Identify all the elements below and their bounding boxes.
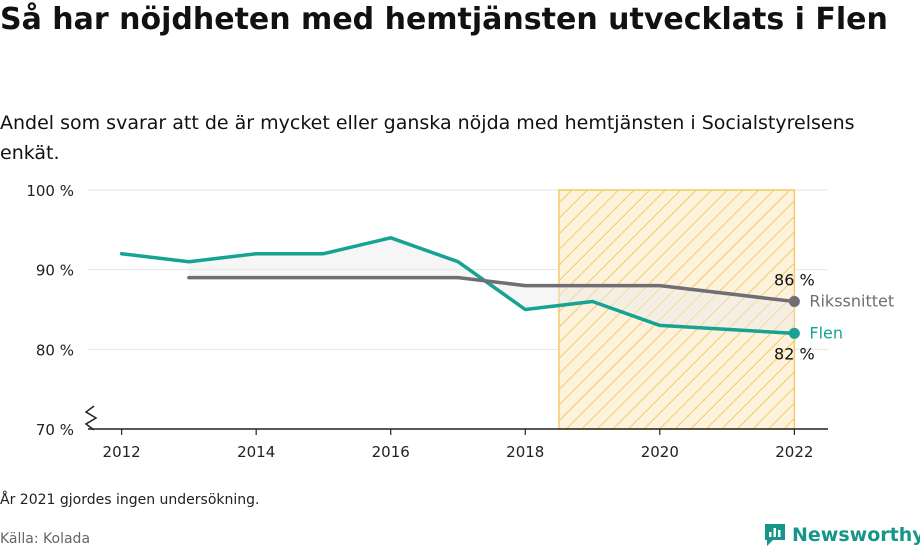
axes: 70 % 80 % 90 % 100 % 2012 2014 2016 2018 2020 202… bbox=[26, 182, 828, 461]
source-text: Källa: Kolada bbox=[0, 531, 91, 547]
footnote: År 2021 gjordes ingen undersökning. bbox=[0, 492, 260, 508]
end-marker-flen bbox=[788, 327, 800, 339]
x-tick-label: 2016 bbox=[372, 443, 410, 461]
newsworthy-logo-icon bbox=[765, 524, 785, 546]
series-label-rikssnittet: Rikssnittet bbox=[809, 292, 894, 311]
y-tick-label: 70 % bbox=[36, 421, 74, 439]
series-line-flen bbox=[119, 236, 797, 336]
x-tick-label: 2020 bbox=[641, 443, 679, 461]
newsworthy-logo[interactable]: Newsworthy bbox=[764, 520, 920, 550]
x-tick-label: 2014 bbox=[237, 443, 275, 461]
value-label-flen: 82 % bbox=[774, 344, 815, 363]
series-lines bbox=[119, 236, 800, 339]
x-tick-label: 2012 bbox=[103, 443, 141, 461]
highlight-rect bbox=[558, 189, 796, 430]
y-tick-label: 100 % bbox=[26, 182, 74, 200]
highlight-region bbox=[558, 189, 796, 430]
y-tick-label: 90 % bbox=[36, 262, 74, 280]
line-chart: 70 % 80 % 90 % 100 % 2012 2014 2016 2018 2020 202… bbox=[26, 182, 894, 461]
series-label-flen: Flen bbox=[809, 323, 843, 342]
x-tick-label: 2022 bbox=[775, 443, 813, 461]
series-line-rikssnittet bbox=[187, 275, 797, 304]
axis-break-icon bbox=[84, 405, 98, 431]
brand-name: Newsworthy bbox=[792, 524, 920, 546]
data-labels: Flen 82 % Rikssnittet 86 % bbox=[774, 271, 894, 364]
chart-title: Så har nöjdheten med hemtjänsten utveckl… bbox=[0, 2, 888, 37]
value-label-rikssnittet: 86 % bbox=[774, 271, 815, 290]
y-tick-label: 80 % bbox=[36, 341, 74, 359]
chart-subtitle: Andel som svarar att de är mycket eller … bbox=[0, 112, 855, 164]
end-marker-rikssnittet bbox=[788, 296, 800, 308]
x-tick-label: 2018 bbox=[506, 443, 544, 461]
